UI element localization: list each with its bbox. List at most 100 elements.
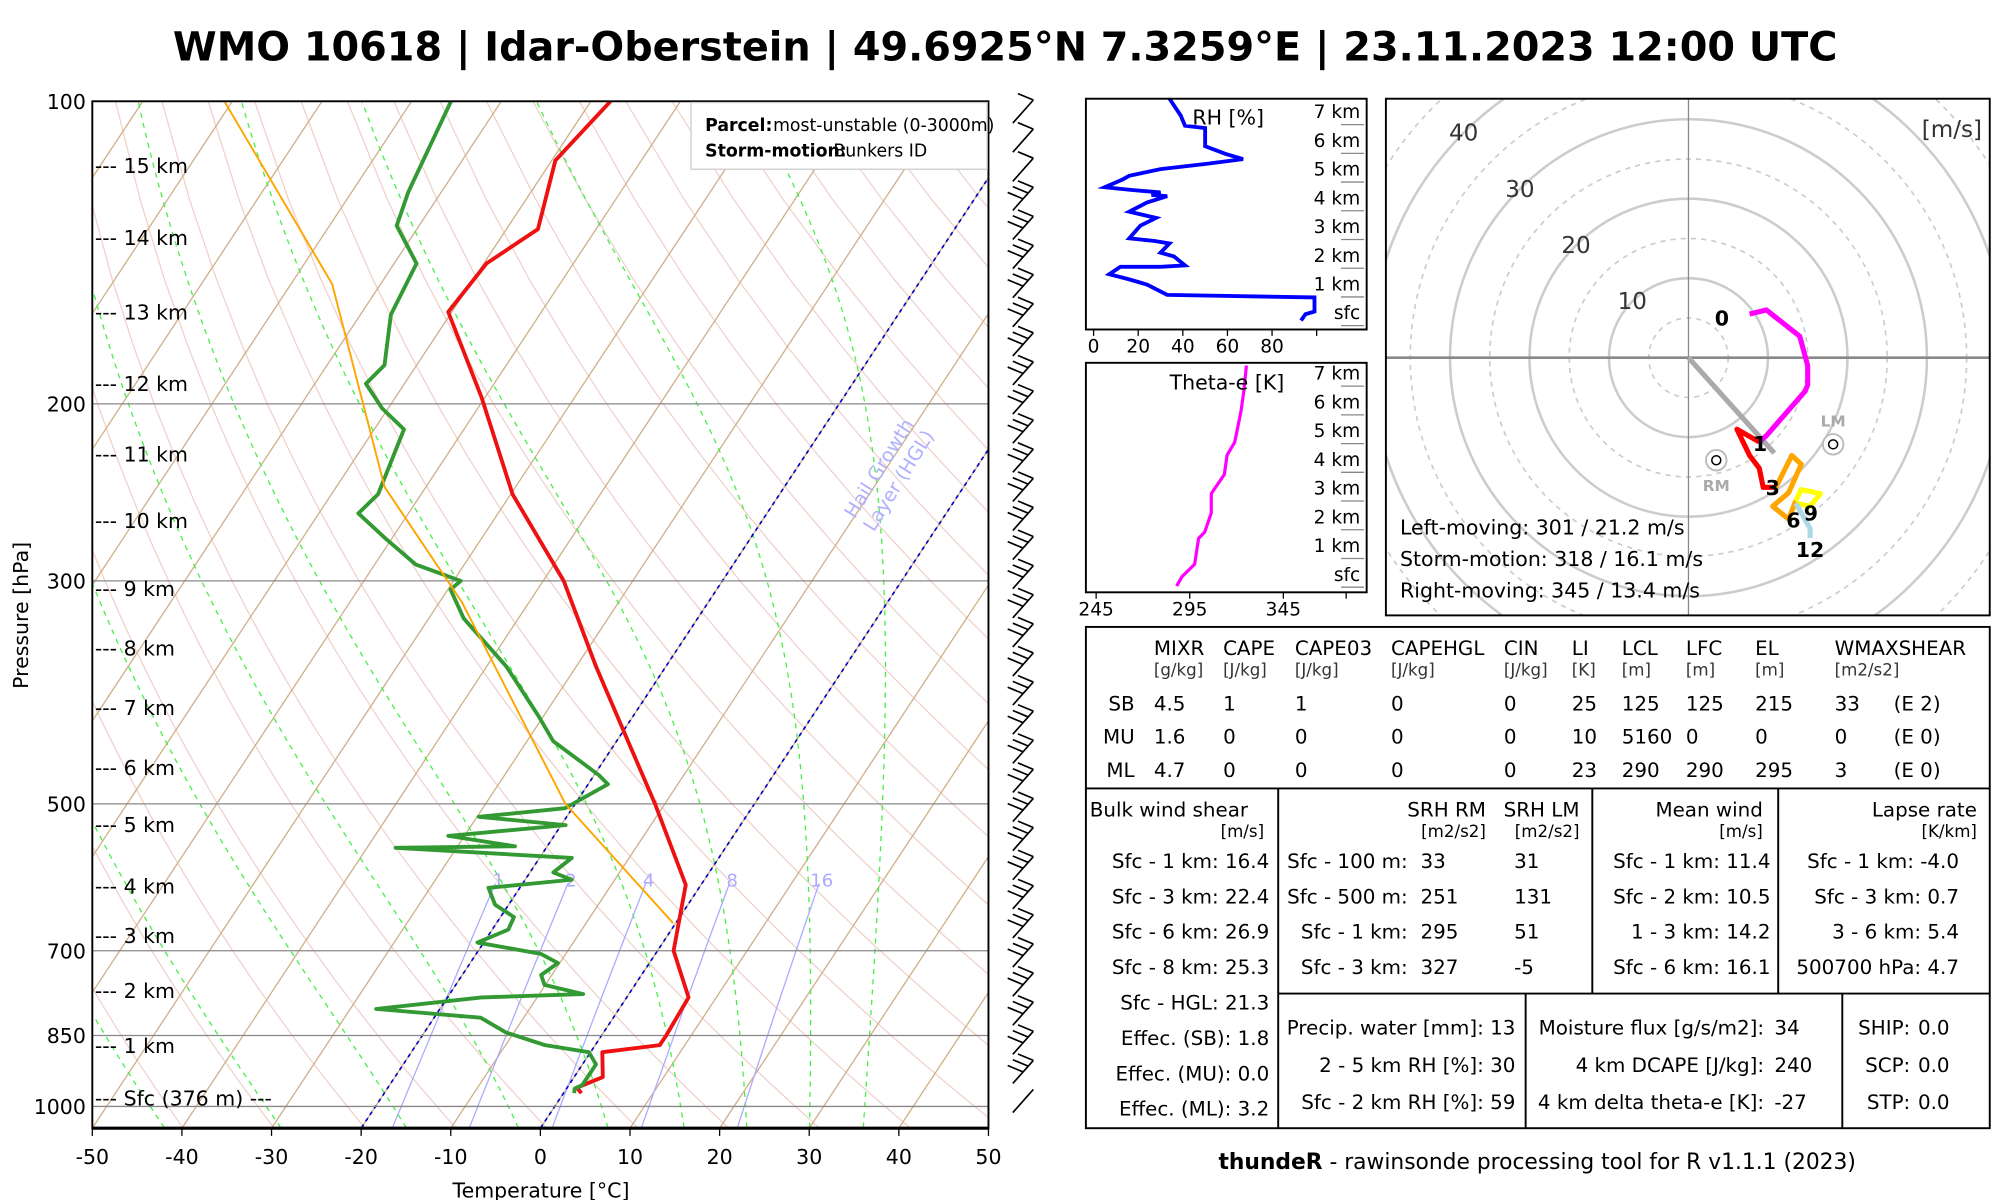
wind-barb [1007,674,1034,706]
wind-barb-feather [1017,1053,1034,1062]
wind-barb-staff [1012,1088,1034,1114]
mixing-ratio-label: 1 [493,870,504,891]
hodograph-km-label: 0 [1715,307,1729,331]
y-tick-label: 1000 [34,1095,86,1119]
flux-item-value: 240 [1774,1054,1812,1077]
bulk-shear-item: Sfc - 1 km: 16.4 [1112,850,1269,873]
height-label: --- 2 km [95,979,175,1003]
dry-adiabat [207,101,911,1129]
moist-adiabat [92,581,407,1129]
rh-height-label: 5 km [1314,160,1361,181]
moist-adiabat [92,1012,165,1129]
parameters-table: MIXR[g/kg]CAPE[J/kg]CAPE03[J/kg]CAPEHGL[… [1084,625,1991,1130]
wind-barb [1007,936,1034,968]
dry-adiabat [92,548,457,1129]
mean-wind-item: Sfc - 6 km: 16.1 [1613,956,1770,979]
temperature-line [446,101,691,1095]
rh-title: RH [%] [1192,105,1264,129]
y-tick-label: 500 [47,793,86,817]
table-cell: 290 [1686,759,1724,782]
storm-motion-marker [1705,449,1728,472]
rh-height-label: 1 km [1314,275,1361,296]
wind-barb-feather [1017,383,1034,392]
wind-barb-feather [1007,919,1024,928]
wind-barb-staff [1012,99,1034,124]
wind-barb-feather [1012,942,1029,951]
wind-barb-feather [1017,209,1034,218]
wind-barb-feather [1012,1000,1029,1009]
bulk-shear-unit: [m/s] [1221,822,1265,841]
bulk-shear-title: Bulk wind shear [1090,799,1249,822]
wind-barb-staff [1012,157,1034,182]
srh-item-label: Sfc - 500 m: [1287,885,1408,908]
table-cell: 5160 [1622,726,1673,749]
moisture-item: Precip. water [mm]: 13 [1287,1017,1516,1040]
wind-barb-feather [1012,244,1029,253]
bulk-shear-item: Effec. (MU): 0.0 [1115,1062,1269,1085]
isotherm [92,101,413,587]
wind-barb [1007,645,1034,677]
wind-barb-feather [1012,447,1029,456]
legend-parcel-value: most-unstable (0-3000m) [773,116,994,136]
composite-index-value: 0.0 [1918,1017,1950,1040]
table-column-header: CAPE03 [1295,637,1372,660]
wind-barb-feather [1017,936,1034,945]
storm-motion-marker-dot [1711,454,1722,466]
hodograph-frame [1384,97,1991,617]
srh-rm-title: SRH RM [1407,799,1486,822]
table-cell: 0 [1504,726,1517,749]
srh-item-label: Sfc - 3 km: [1301,956,1408,979]
wind-barb-feather [1017,151,1034,159]
wind-barb-feather [1017,92,1034,101]
wind-barb-feather [1007,366,1024,375]
bulk-shear-item: Sfc - 6 km: 26.9 [1112,921,1269,944]
moisture-item: 2 - 5 km RH [%]: 30 [1319,1054,1515,1077]
wind-barb [1007,907,1034,939]
wind-barb-feather [1012,506,1029,514]
wind-barb [1012,121,1034,153]
lapse-rate-item: 3 - 6 km: 5.4 [1832,921,1959,944]
table-column-unit: [g/kg] [1154,661,1203,680]
table-cell: 215 [1755,692,1793,715]
table-column-header: CAPEHGL [1391,637,1484,660]
wind-barb [1007,791,1034,823]
dry-adiabat [92,385,547,1129]
hodograph-ring-label: 10 [1618,289,1647,315]
height-label: --- 1 km [95,1034,175,1058]
table-cell: 290 [1622,759,1660,782]
rh-height-label: 4 km [1314,188,1361,209]
dry-adiabat [92,844,275,1129]
storm-motion-text: Storm-motion: 318 / 16.1 m/s [1400,547,1703,571]
wind-barb-feather [1007,220,1024,229]
x-tick-label: 0 [534,1145,547,1169]
table-cell: 0 [1391,692,1404,715]
table-cell: 125 [1686,692,1724,715]
wind-barb-feather [1012,913,1029,922]
wind-barb [1007,180,1034,211]
mean-wind-item: 1 - 3 km: 14.2 [1631,921,1770,944]
mixing-ratio-line [551,883,647,1128]
dry-adiabat [92,986,184,1129]
flux-item-label: 4 km delta theta-e [K]: [1538,1091,1764,1114]
srh-rm-unit: [m2/s2] [1421,822,1486,841]
thetae-frame [1084,361,1368,594]
rh-plot-area [1097,98,1317,322]
height-label: --- Sfc (376 m) --- [95,1086,272,1110]
hodograph-km-label: 6 [1786,509,1800,533]
x-tick-label: -40 [165,1145,198,1169]
hodograph-km-label: 3 [1766,476,1780,500]
wind-barb-feather [1007,249,1024,258]
height-label: --- 8 km [95,636,175,660]
wind-barb-feather [1012,418,1029,427]
isotherm [540,448,989,1129]
wind-barb-feather [1017,267,1034,276]
wind-barb-feather [1007,1006,1024,1015]
table-column-header: LI [1572,637,1589,660]
wind-barb [1012,151,1034,182]
wind-barb-feather [1007,570,1024,578]
wind-barb-feather [1017,849,1034,858]
hodograph-ring-label: 30 [1505,177,1534,203]
thetae-x-tick-label: 295 [1172,599,1207,620]
wind-barb-feather [1007,890,1024,899]
